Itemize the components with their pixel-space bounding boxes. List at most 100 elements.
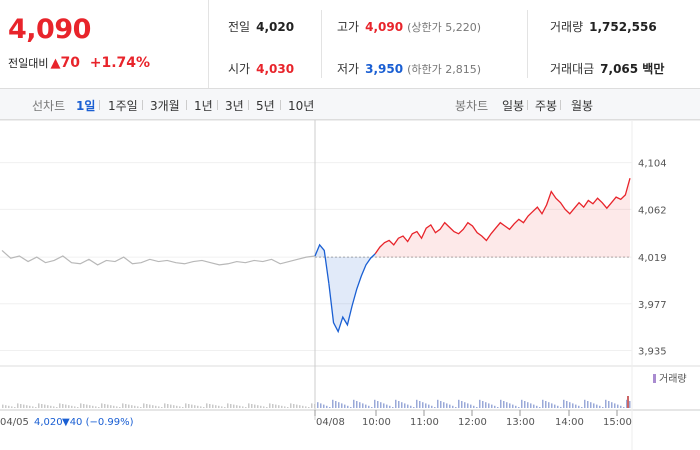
volume-bar xyxy=(614,403,616,408)
volume-bar xyxy=(218,405,220,408)
volume-bar xyxy=(113,405,115,408)
period-1d[interactable]: 1일 xyxy=(76,99,96,113)
price-change: 전일대비 ▲70 +1.74% xyxy=(8,55,150,71)
volume-bar xyxy=(8,405,10,408)
volume-bar xyxy=(206,403,208,408)
volume-bar xyxy=(410,405,412,408)
volume-bar xyxy=(470,404,472,408)
volume-bar xyxy=(32,406,34,408)
x-tick-label: 13:00 xyxy=(506,417,535,428)
volume-bar xyxy=(86,404,88,408)
volume-bar xyxy=(164,403,166,408)
period-5y[interactable]: 5년 xyxy=(256,99,275,113)
volume-bar xyxy=(431,405,433,408)
volume-bar xyxy=(627,396,629,408)
volume-bar xyxy=(353,399,355,408)
volume-bar xyxy=(392,407,394,408)
candle-monthly[interactable]: 월봉 xyxy=(571,99,594,113)
volume-bar xyxy=(188,404,190,408)
period-3m[interactable]: 3개월 xyxy=(150,99,180,113)
volume-bar xyxy=(323,404,325,408)
volume-bar xyxy=(107,404,109,408)
volume-bar xyxy=(14,407,16,408)
volume-bar xyxy=(467,403,469,408)
volume-bar xyxy=(101,403,103,408)
volume-bar xyxy=(275,404,277,408)
volume-bar xyxy=(254,404,256,408)
y-tick-label: 3,935 xyxy=(638,346,667,357)
volume-bar xyxy=(23,404,25,408)
divider xyxy=(321,10,322,78)
volume-bar xyxy=(557,405,559,408)
prev-day-close: 4,020 xyxy=(34,417,63,428)
y-tick-label: 4,104 xyxy=(638,159,667,170)
volume-bar xyxy=(35,407,37,408)
volume-bar xyxy=(89,405,91,408)
volume-bar xyxy=(263,406,265,408)
volume-bar xyxy=(383,403,385,408)
line-chart-label: 선차트 xyxy=(32,99,66,113)
trade-amount: 거래대금 7,065 백만 xyxy=(550,62,665,76)
up-line xyxy=(374,178,631,255)
volume-bar xyxy=(260,405,262,408)
volume-bar xyxy=(77,407,79,408)
price-box: 4,090 전일대비 ▲70 +1.74% xyxy=(0,0,209,88)
volume-bar xyxy=(347,405,349,408)
volume-bar xyxy=(152,405,154,408)
candle-chart-label: 봉차트 xyxy=(455,99,489,113)
volume-bar xyxy=(98,407,100,408)
volume-bar xyxy=(494,405,496,408)
candle-daily[interactable]: 일봉 xyxy=(502,99,525,113)
volume-bar xyxy=(221,406,223,408)
candle-weekly[interactable]: 주봉 xyxy=(535,99,558,113)
period-3y[interactable]: 3년 xyxy=(225,99,244,113)
volume-bar xyxy=(236,405,238,408)
volume-bar xyxy=(116,406,118,408)
volume-bar xyxy=(287,407,289,408)
volume-legend-icon xyxy=(653,374,656,383)
volume-bar xyxy=(125,404,127,408)
x-tick-label: 14:00 xyxy=(555,417,584,428)
volume-bar xyxy=(128,404,130,408)
price-chart: 4,104 4,062 4,019 3,977 3,935 거래량 04/08 10:00 11… xyxy=(0,120,700,450)
volume-bar xyxy=(437,399,439,408)
volume-bar xyxy=(551,403,553,408)
volume-bar xyxy=(266,407,268,408)
volume-bar xyxy=(371,407,373,408)
volume-bar xyxy=(404,403,406,408)
volume-bar xyxy=(209,404,211,408)
volume-bar xyxy=(599,405,601,408)
volume-bar xyxy=(239,405,241,408)
volume-bar xyxy=(428,404,430,408)
volume-bar xyxy=(587,401,589,408)
volume-bar xyxy=(479,399,481,408)
volume-bar xyxy=(380,402,382,408)
change-rate: +1.74% xyxy=(89,55,151,71)
quote-header: 4,090 전일대비 ▲70 +1.74% 전일 4,020 고가 4,090 (상한가… xyxy=(0,0,700,89)
volume-bar xyxy=(158,406,160,408)
volume-legend-label: 거래량 xyxy=(659,373,687,385)
volume-bar xyxy=(257,405,259,408)
volume-bar xyxy=(119,407,121,408)
volume-bar xyxy=(521,399,523,408)
volume-bar xyxy=(416,399,418,408)
x-tick-label: 10:00 xyxy=(362,417,391,428)
volume-bar xyxy=(446,403,448,408)
volume-bar xyxy=(482,401,484,408)
period-10y[interactable]: 10년 xyxy=(288,99,315,113)
volume-bar xyxy=(194,405,196,408)
volume-bar xyxy=(386,404,388,408)
volume-bar xyxy=(530,403,532,408)
volume-bar xyxy=(50,405,52,408)
volume-bar xyxy=(191,404,193,408)
volume-bar xyxy=(569,402,571,408)
volume-bar xyxy=(344,404,346,408)
volume-bar xyxy=(458,399,460,408)
period-1w[interactable]: 1주일 xyxy=(108,99,138,113)
period-1y[interactable]: 1년 xyxy=(194,99,213,113)
down-area xyxy=(328,253,376,332)
y-tick-label: 4,062 xyxy=(638,205,667,216)
volume-bar xyxy=(284,406,286,408)
up-arrow-icon: ▲ xyxy=(50,56,61,71)
volume-bar xyxy=(425,403,427,408)
